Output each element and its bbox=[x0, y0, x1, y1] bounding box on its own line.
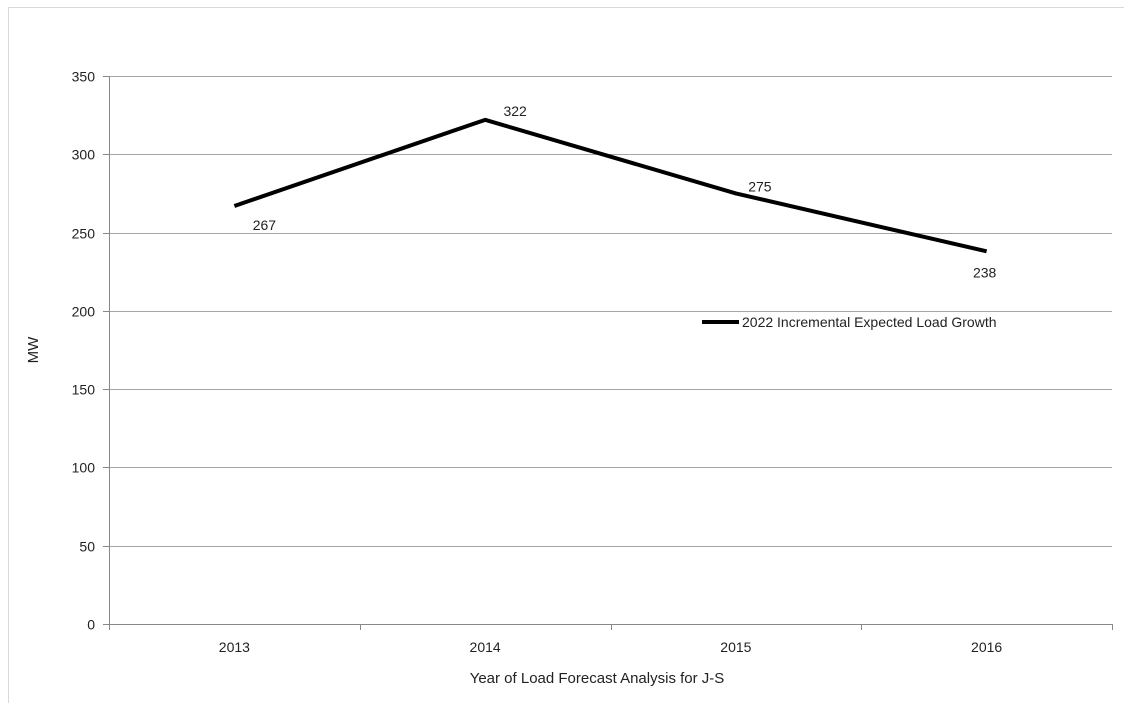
x-tick-labels: 2013 2014 2015 2016 bbox=[219, 639, 1003, 655]
x-tick-label: 2016 bbox=[971, 639, 1002, 655]
x-tick-label: 2013 bbox=[219, 639, 250, 655]
y-tick-label: 200 bbox=[72, 304, 96, 320]
data-label: 275 bbox=[748, 178, 772, 194]
y-tick-label: 50 bbox=[79, 539, 95, 555]
y-tick-label: 350 bbox=[72, 69, 96, 85]
x-tick-label: 2015 bbox=[720, 639, 751, 655]
series-lines bbox=[233, 117, 988, 254]
legend: 2022 Incremental Expected Load Growth bbox=[702, 314, 997, 330]
gridlines bbox=[109, 76, 1112, 547]
legend-entry-label: 2022 Incremental Expected Load Growth bbox=[742, 314, 997, 330]
line-chart: 0 50 100 150 200 250 300 350 2013 2014 2015 2016 2… bbox=[25, 69, 1113, 687]
data-label: 238 bbox=[973, 264, 997, 280]
x-axis-title: Year of Load Forecast Analysis for J-S bbox=[470, 670, 725, 687]
axes bbox=[103, 76, 1113, 630]
series-line bbox=[233, 117, 988, 254]
y-axis-title: MW bbox=[25, 336, 42, 363]
data-label: 267 bbox=[253, 217, 277, 233]
y-tick-label: 150 bbox=[72, 382, 96, 398]
chart-frame: 0 50 100 150 200 250 300 350 2013 2014 2015 2016 2… bbox=[8, 7, 1124, 703]
y-tick-label: 250 bbox=[72, 226, 96, 242]
y-tick-label: 0 bbox=[87, 617, 95, 633]
y-tick-labels: 0 50 100 150 200 250 300 350 bbox=[72, 69, 96, 633]
y-tick-label: 300 bbox=[72, 147, 96, 163]
data-labels: 267 322 275 238 bbox=[253, 103, 997, 281]
x-tick-label: 2014 bbox=[470, 639, 501, 655]
y-tick-label: 100 bbox=[72, 460, 96, 476]
data-label: 322 bbox=[503, 103, 527, 119]
